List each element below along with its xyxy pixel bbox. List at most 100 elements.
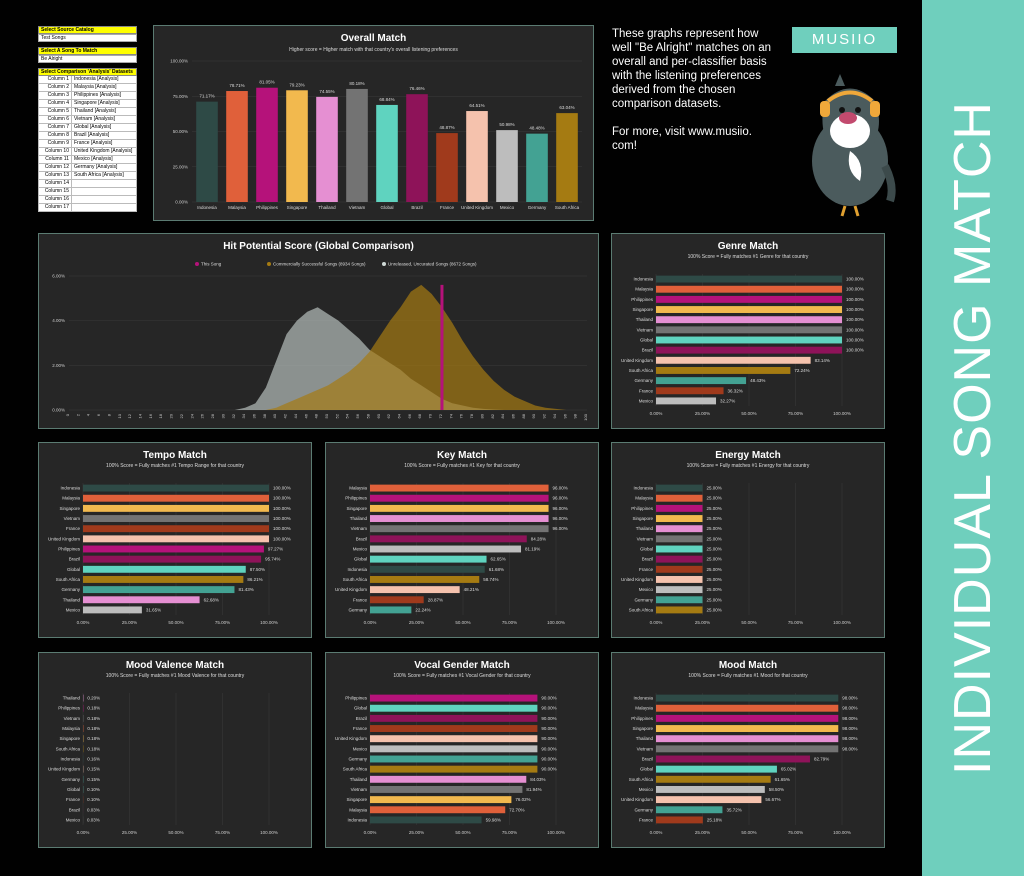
dataset-row[interactable]: Column 3 Philippines [Analysis] (38, 92, 137, 100)
source-catalog-field[interactable]: Test Songs (38, 34, 137, 42)
dataset-row[interactable]: Column 1 Indonesia [Analysis] (38, 76, 137, 84)
dataset-row[interactable]: Column 7 Global [Analysis] (38, 124, 137, 132)
x-tick-label: 72 (438, 413, 443, 418)
x-tick-label: 100.00% (260, 830, 278, 835)
x-tick-label: 14 (138, 413, 143, 418)
data-label: 71.17% (199, 94, 214, 99)
category-label: Singapore (59, 506, 80, 511)
dataset-row[interactable]: Column 8 Brazil [Analysis] (38, 132, 137, 140)
category-label: Germany (634, 807, 653, 812)
key-match-subtitle: 100% Score = Fully matches #1 Key for th… (404, 463, 520, 469)
data-label: 76.46% (409, 86, 424, 91)
data-label: 100.00% (846, 327, 864, 332)
dataset-row[interactable]: Column 13 South Africa [Analysis] (38, 172, 137, 180)
dataset-row[interactable]: Column 5 Thailand [Analysis] (38, 108, 137, 116)
song-select-field[interactable]: Be Alright (38, 55, 137, 63)
mood-valence-panel: Mood Valence Match 100% Score = Fully ma… (38, 652, 312, 848)
side-banner (922, 0, 1024, 876)
data-label: 72.24% (794, 368, 809, 373)
dataset-row[interactable]: Column 6 Vietnam [Analysis] (38, 116, 137, 124)
bar (656, 494, 703, 502)
dataset-row[interactable]: Column 15 (38, 188, 137, 196)
dataset-value: Indonesia [Analysis] (74, 76, 119, 82)
dataset-row[interactable]: Column 12 Germany [Analysis] (38, 164, 137, 172)
x-tick-label: Thailand (318, 205, 336, 210)
data-label: 50.98% (499, 122, 514, 127)
data-label: 96.00% (553, 486, 568, 491)
x-tick-label: 4 (86, 413, 91, 416)
x-tick-label: 34 (241, 413, 246, 418)
data-label: 100.00% (273, 516, 291, 521)
bar (83, 545, 264, 553)
energy-match-chart: 0.00% 25.00% 50.00% 75.00% 100.00% Indonesia 2… (621, 483, 851, 625)
category-label: Thailand (636, 526, 654, 531)
data-label: 100.00% (846, 307, 864, 312)
dataset-row[interactable]: Column 11 Mexico [Analysis] (38, 156, 137, 164)
x-tick-label: 100.00% (833, 830, 851, 835)
dataset-value: United Kingdom [Analysis] (74, 148, 133, 154)
bar (83, 535, 269, 543)
bar (370, 576, 480, 583)
data-label: 100.00% (273, 536, 291, 541)
dataset-value: Vietnam [Analysis] (74, 116, 116, 122)
category-label: Brazil (69, 807, 80, 812)
bar (370, 504, 549, 512)
bar (83, 525, 269, 533)
dataset-row[interactable]: Column 14 (38, 180, 137, 188)
bar (526, 133, 548, 202)
dataset-value (72, 180, 136, 187)
category-label: Global (354, 557, 367, 562)
category-label: Indonesia (60, 757, 80, 762)
energy-match-title: Energy Match (715, 450, 781, 461)
datasets-list: Column 1 Indonesia [Analysis] Column 2 Mala… (38, 76, 137, 212)
source-catalog-label: Select Source Catalog (38, 26, 137, 34)
x-tick-label: 70 (428, 413, 433, 418)
dataset-row[interactable]: Column 16 (38, 196, 137, 204)
legend-swatch (267, 262, 271, 266)
data-label: 65.02% (781, 767, 796, 772)
category-label: South Africa (629, 607, 654, 612)
y-tick-label: 50.00% (173, 129, 188, 134)
data-label: 87.50% (250, 567, 265, 572)
dataset-row[interactable]: Column 2 Malaysia [Analysis] (38, 84, 137, 92)
dataset-value (72, 196, 136, 203)
x-tick-label: 40 (272, 413, 277, 418)
bar (370, 606, 412, 614)
data-label: 90.00% (541, 767, 556, 772)
dataset-value: South Africa [Analysis] (74, 172, 124, 178)
bar (83, 576, 244, 583)
data-label: 74.55% (319, 89, 334, 94)
dataset-value: Malaysia [Analysis] (74, 84, 117, 90)
bar (656, 336, 842, 344)
data-label: 0.10% (87, 797, 100, 802)
category-label: Global (640, 338, 653, 343)
x-tick-label: 60 (376, 413, 381, 418)
data-label: 25.00% (707, 577, 722, 582)
x-tick-label: 8 (106, 413, 111, 416)
bar (370, 745, 538, 753)
dataset-row[interactable]: Column 9 France [Analysis] (38, 140, 137, 148)
x-tick-label: 82 (490, 413, 495, 418)
category-label: Vietnam (637, 327, 654, 332)
mood-match-title: Mood Match (718, 660, 778, 671)
data-label: 90.00% (541, 706, 556, 711)
mood-valence-subtitle: 100% Score = Fully matches #1 Mood Valen… (105, 673, 245, 679)
category-label: Brazil (642, 757, 653, 762)
dataset-column-label: Column 11 (39, 156, 72, 163)
bar (370, 816, 482, 824)
dataset-column-label: Column 9 (39, 140, 72, 147)
bar (496, 130, 518, 202)
bar (656, 596, 703, 604)
x-tick-label: 84 (500, 413, 505, 418)
data-label: 25.00% (707, 547, 722, 552)
description-text: These graphs represent how well "Be Alri… (612, 28, 772, 110)
dataset-row[interactable]: Column 4 Singapore [Analysis] (38, 100, 137, 108)
data-label: 28.87% (428, 597, 443, 602)
category-label: Thailand (636, 317, 654, 322)
bar (370, 515, 549, 522)
bar (656, 576, 703, 583)
dataset-row[interactable]: Column 10 United Kingdom [Analysis] (38, 148, 137, 156)
dataset-row[interactable]: Column 17 (38, 204, 137, 212)
bar (370, 786, 523, 793)
x-tick-label: Malaysia (228, 205, 246, 210)
